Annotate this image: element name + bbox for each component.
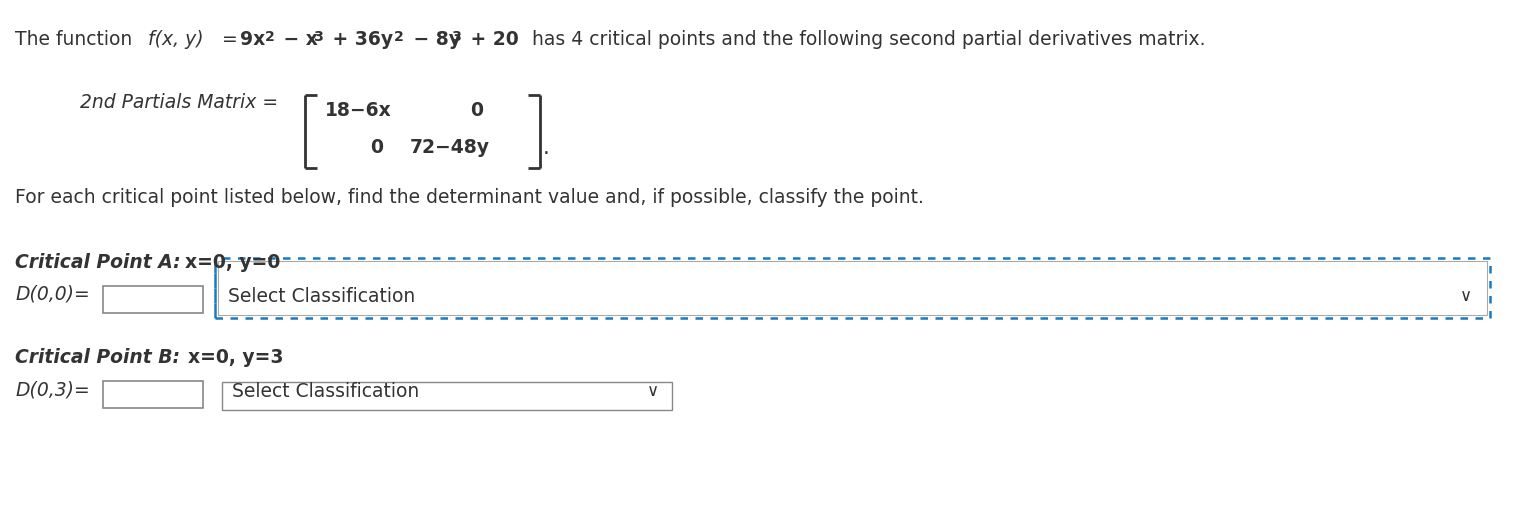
Text: − x: − x [278, 30, 317, 49]
Text: D(0,3)=: D(0,3)= [15, 380, 90, 399]
Text: Select Classification: Select Classification [227, 287, 415, 306]
Text: 0: 0 [369, 138, 383, 157]
Text: 3: 3 [452, 30, 462, 44]
Text: 2: 2 [266, 30, 275, 44]
Bar [215, 258, 1489, 318]
Text: has 4 critical points and the following second partial derivatives matrix.: has 4 critical points and the following … [520, 30, 1206, 49]
Text: x=0, y=3: x=0, y=3 [188, 348, 284, 367]
Bar [102, 286, 203, 313]
Bar [102, 381, 203, 408]
Text: Critical Point B:: Critical Point B: [15, 348, 186, 367]
Text: For each critical point listed below, find the determinant value and, if possibl: For each critical point listed below, fi… [15, 188, 923, 207]
Text: The function: The function [15, 30, 145, 49]
Bar [221, 382, 671, 410]
Text: =: = [221, 30, 238, 49]
Text: ∨: ∨ [647, 382, 659, 400]
Text: x=0, y=0: x=0, y=0 [185, 253, 281, 272]
Text: 3: 3 [314, 30, 324, 44]
Text: Select Classification: Select Classification [232, 382, 420, 401]
Text: 18−6x: 18−6x [325, 101, 392, 120]
Text: f(x, y): f(x, y) [148, 30, 203, 49]
Text: ∨: ∨ [1460, 287, 1473, 305]
Text: 2: 2 [394, 30, 404, 44]
Text: 2nd Partials Matrix =: 2nd Partials Matrix = [79, 93, 278, 112]
Text: + 20: + 20 [464, 30, 519, 49]
Text: .: . [543, 138, 549, 158]
Text: 0: 0 [470, 101, 484, 120]
Text: − 8y: − 8y [407, 30, 461, 49]
Bar [218, 261, 1486, 315]
Text: 72−48y: 72−48y [410, 138, 490, 157]
Text: D(0,0)=: D(0,0)= [15, 285, 90, 304]
Text: + 36y: + 36y [327, 30, 394, 49]
Text: Critical Point A:: Critical Point A: [15, 253, 188, 272]
Text: 9x: 9x [240, 30, 266, 49]
